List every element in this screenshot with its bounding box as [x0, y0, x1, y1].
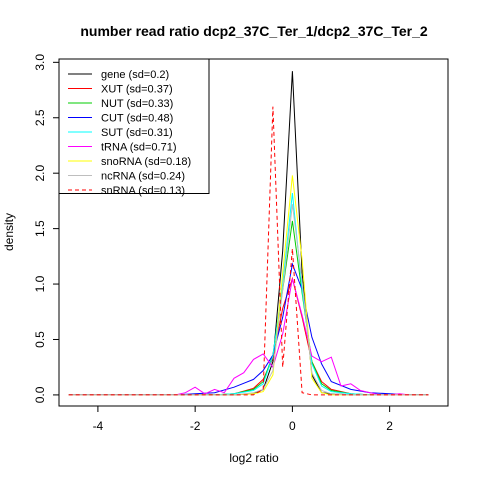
y-axis: 0.0 0.5 1.0 1.5 2.0 2.5 3.0: [33, 54, 59, 403]
y-tick-label: 2.5: [33, 109, 47, 126]
x-tick-label: -4: [93, 419, 104, 433]
legend-label: NUT (sd=0.33): [101, 98, 173, 110]
legend-label: CUT (sd=0.48): [101, 113, 173, 125]
series-line: [68, 106, 429, 396]
legend-label: tRNA (sd=0.71): [101, 142, 177, 154]
legend-label: snoRNA (sd=0.18): [101, 156, 191, 168]
x-tick-label: 2: [386, 419, 393, 433]
x-tick-label: 0: [289, 419, 296, 433]
y-tick-label: 1.5: [33, 220, 47, 237]
series-lines: [68, 71, 429, 396]
y-axis-label: density: [2, 213, 16, 251]
y-tick-label: 3.0: [33, 54, 47, 71]
x-axis-label: log2 ratio: [229, 451, 279, 465]
legend-label: SUT (sd=0.31): [101, 127, 173, 139]
x-tick-label: -2: [190, 419, 201, 433]
legend: gene (sd=0.2) XUT (sd=0.37) NUT (sd=0.33) C…: [58, 58, 210, 197]
legend-label: gene (sd=0.2): [101, 69, 169, 81]
legend-label: XUT (sd=0.37): [101, 84, 173, 96]
y-tick-label: 0.0: [33, 386, 47, 403]
y-tick-label: 1.0: [33, 275, 47, 292]
chart-title: number read ratio dcp2_37C_Ter_1/dcp2_37…: [80, 23, 428, 39]
plot-frame: [58, 58, 449, 407]
y-tick-label: 2.0: [33, 165, 47, 182]
legend-box: [58, 58, 210, 194]
y-tick-label: 0.5: [33, 331, 47, 348]
series-line: [68, 278, 429, 396]
legend-label: ncRNA (sd=0.24): [101, 171, 185, 183]
x-axis: -4 -2 0 2: [93, 406, 393, 433]
legend-label: snRNA (sd=0.13): [101, 185, 185, 197]
